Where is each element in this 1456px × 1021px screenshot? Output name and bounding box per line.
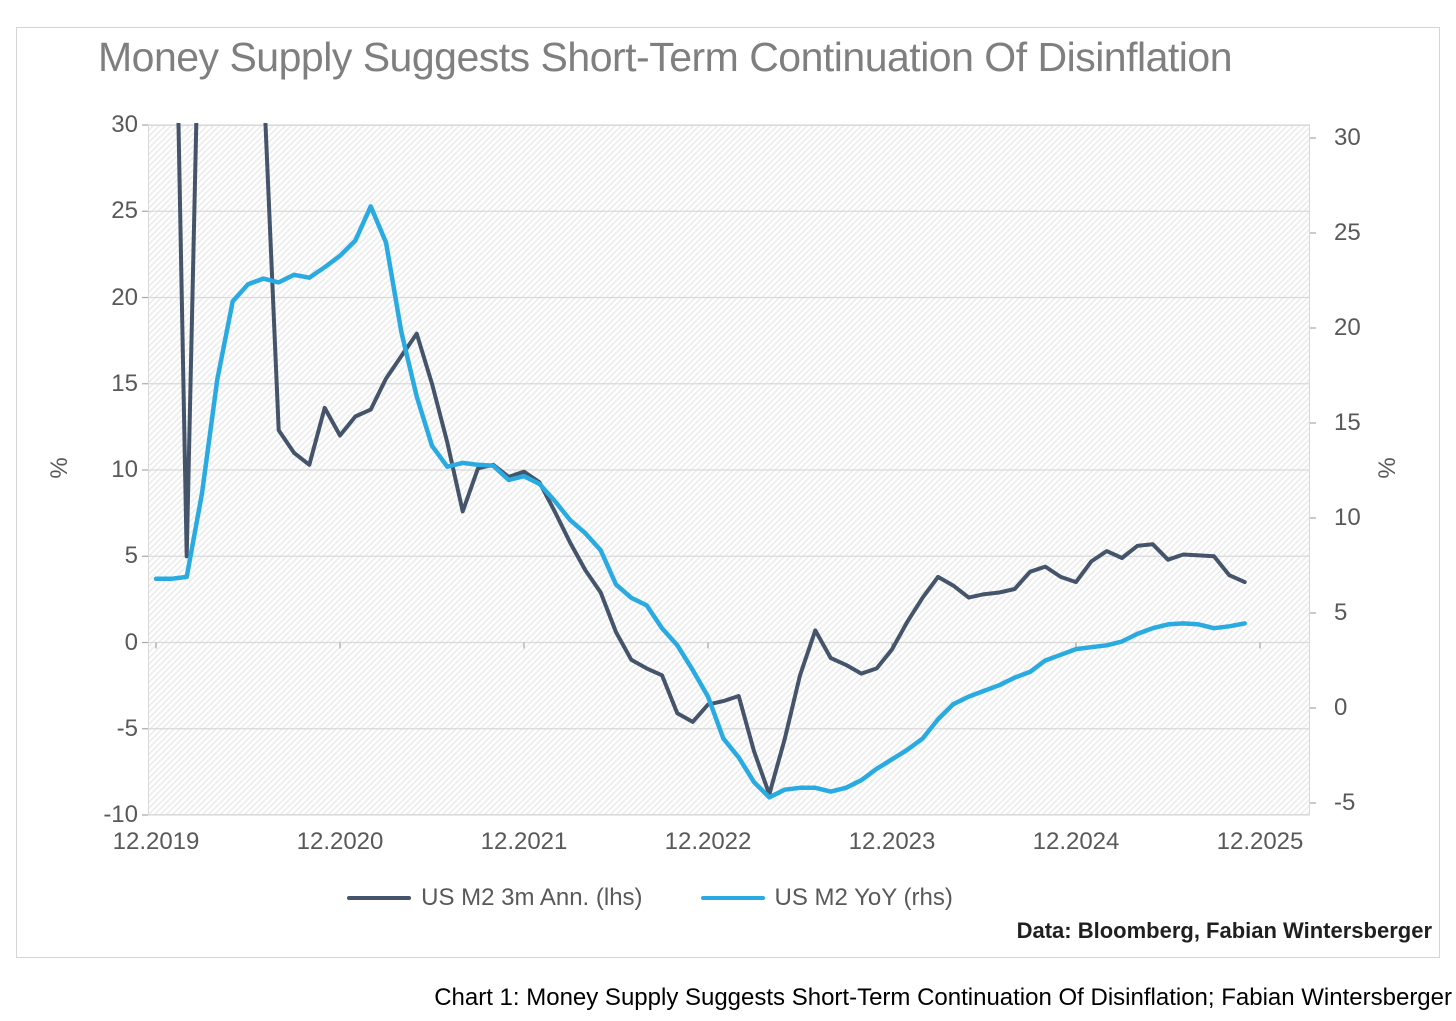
- chart-title: Money Supply Suggests Short-Term Continu…: [98, 34, 1233, 80]
- legend-label: US M2 3m Ann. (lhs): [421, 884, 643, 911]
- figure-caption: Chart 1: Money Supply Suggests Short-Ter…: [434, 984, 1452, 1011]
- legend: US M2 3m Ann. (lhs) US M2 YoY (rhs): [0, 884, 1362, 912]
- legend-line-swatch-blue: [700, 896, 765, 900]
- legend-item-m2-yoy: US M2 YoY (rhs): [700, 884, 953, 912]
- series-line-m2-3m-ann: [176, 123, 1247, 797]
- legend-line-swatch-navy: [347, 896, 412, 900]
- plot-area: [142, 123, 1316, 816]
- legend-label: US M2 YoY (rhs): [774, 884, 953, 911]
- left-axis-unit-label: %: [46, 457, 73, 479]
- data-source-credit: Data: Bloomberg, Fabian Wintersberger: [1016, 918, 1432, 943]
- legend-item-m2-3m-ann: US M2 3m Ann. (lhs): [347, 884, 643, 912]
- right-axis-unit-label: %: [1374, 457, 1401, 479]
- gridlines: [148, 124, 1310, 816]
- axis-tick-marks: [142, 124, 1316, 816]
- series-line-m2-yoy: [153, 204, 1247, 800]
